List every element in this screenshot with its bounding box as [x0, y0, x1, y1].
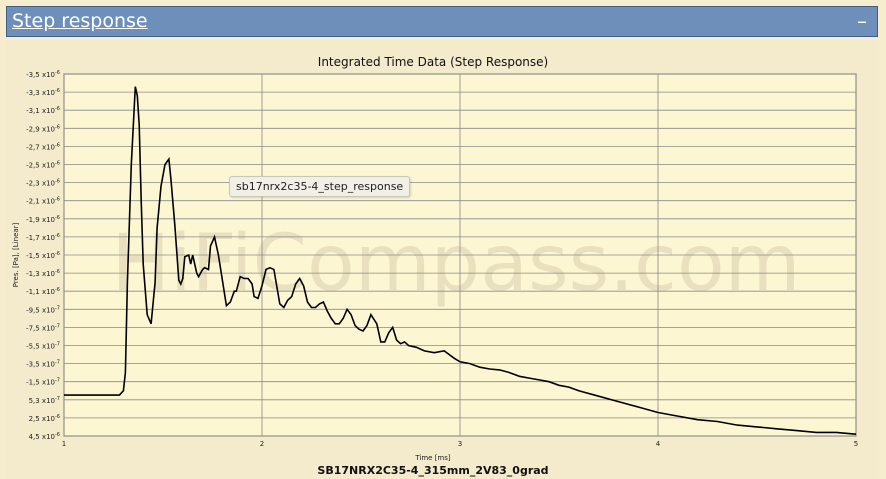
x-tick-label: 5	[854, 440, 858, 448]
y-tick-label: -1,9 x10-6	[26, 215, 60, 224]
section-header[interactable]: Step response –	[6, 6, 878, 37]
y-tick-label: 4,5 x10-6	[29, 432, 60, 441]
step-response-chart: HiFiCompass.com -3,5 x10-6 -3,3 x10-6 -3,1…	[12, 55, 858, 477]
y-tick-label: 5,3 x10-7	[29, 396, 60, 405]
y-tick-label: -2,3 x10-6	[26, 179, 60, 188]
y-tick-label: 2,5 x10-6	[29, 414, 60, 423]
y-tick-labels: -3,5 x10-6 -3,3 x10-6 -3,1 x10-6 -2,9 x10-6…	[26, 70, 60, 441]
x-axis-label: Time [ms]	[414, 454, 451, 462]
y-tick-label: -7,5 x10-7	[26, 323, 60, 332]
y-tick-label: -1,1 x10-6	[26, 287, 60, 296]
section-title[interactable]: Step response	[12, 10, 148, 32]
x-tick-label: 4	[656, 440, 661, 448]
y-tick-label: -2,1 x10-6	[26, 197, 60, 206]
y-tick-label: -1,5 x10-7	[26, 378, 60, 387]
y-tick-label: -9,5 x10-7	[26, 305, 60, 314]
y-tick-label: -1,7 x10-6	[26, 233, 60, 242]
y-tick-label: -3,1 x10-6	[26, 106, 60, 115]
collapse-icon[interactable]: –	[857, 9, 867, 33]
chart-panel: HiFiCompass.com -3,5 x10-6 -3,3 x10-6 -3,1…	[6, 40, 878, 479]
y-tick-label: -3,3 x10-6	[26, 88, 60, 97]
y-tick-label: -1,5 x10-6	[26, 251, 60, 260]
chart-title: Integrated Time Data (Step Response)	[318, 55, 548, 69]
watermark: HiFiCompass.com	[111, 219, 800, 309]
y-tick-label: -3,5 x10-7	[26, 360, 60, 369]
x-tick-label: 3	[458, 440, 462, 448]
grid	[63, 73, 857, 437]
chart-subtitle: SB17NRX2C35-4_315mm_2V83_0grad	[317, 464, 548, 477]
y-tick-label: -5,5 x10-7	[26, 342, 60, 351]
y-tick-label: -2,5 x10-6	[26, 161, 60, 170]
x-tick-labels: 1 2 3 4 5	[62, 440, 858, 448]
y-tick-label: -1,3 x10-6	[26, 269, 60, 278]
x-tick-label: 1	[62, 440, 66, 448]
x-tick-label: 2	[260, 440, 264, 448]
y-axis-label: Pres. [Pa], [Linear]	[12, 222, 20, 287]
y-tick-label: -2,9 x10-6	[26, 124, 60, 133]
y-tick-label: -3,5 x10-6	[26, 70, 60, 79]
series-tooltip: sb17nrx2c35-4_step_response	[229, 176, 411, 197]
step-response-trace	[64, 86, 857, 435]
y-tick-label: -2,7 x10-6	[26, 142, 60, 151]
